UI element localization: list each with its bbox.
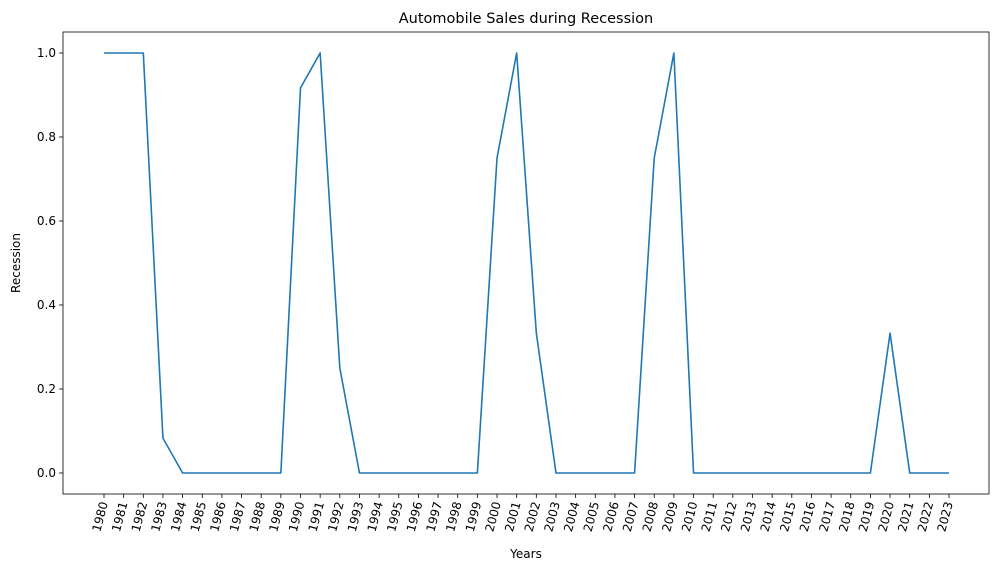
- x-tick-label: 2009: [659, 500, 680, 533]
- x-tick-label: 2023: [934, 500, 955, 533]
- x-tick-label: 2005: [581, 500, 602, 533]
- x-tick-label: 1994: [365, 500, 386, 533]
- x-tick-label: 1981: [109, 500, 130, 533]
- x-tick-label: 1995: [384, 500, 405, 533]
- x-tick-label: 1993: [345, 500, 366, 533]
- x-tick-label: 1980: [89, 500, 110, 533]
- x-tick-label: 2000: [482, 500, 503, 533]
- x-tick-label: 2004: [561, 500, 582, 533]
- x-tick-label: 1982: [129, 500, 150, 533]
- x-tick-label: 2022: [915, 500, 936, 533]
- x-tick-label: 1986: [207, 500, 228, 533]
- x-tick-label: 2003: [541, 500, 562, 533]
- x-tick-label: 2011: [699, 500, 720, 533]
- x-tick-label: 1984: [168, 500, 189, 533]
- x-tick-label: 2017: [817, 500, 838, 533]
- x-tick-label: 1989: [266, 500, 287, 533]
- y-tick-label: 1.0: [37, 46, 56, 60]
- y-tick-label: 0.2: [37, 382, 56, 396]
- x-axis: 1980198119821983198419851986198719881989…: [89, 494, 956, 533]
- x-tick-label: 1983: [148, 500, 169, 533]
- x-tick-label: 2007: [620, 500, 641, 533]
- x-tick-label: 1997: [424, 500, 445, 533]
- series-layer: [104, 52, 949, 474]
- plot-frame: [62, 31, 990, 495]
- x-tick-label: 2015: [777, 500, 798, 533]
- x-tick-label: 2008: [640, 500, 661, 533]
- x-tick-label: 2021: [895, 500, 916, 533]
- x-tick-label: 2014: [758, 500, 779, 533]
- chart-title: Automobile Sales during Recession: [399, 11, 653, 27]
- x-tick-label: 2020: [876, 500, 897, 533]
- x-axis-label: Years: [509, 547, 542, 561]
- x-tick-label: 2019: [856, 500, 877, 533]
- x-tick-label: 2016: [797, 500, 818, 533]
- x-tick-label: 1996: [404, 500, 425, 533]
- x-tick-label: 1987: [227, 500, 248, 533]
- y-tick-label: 0.8: [37, 130, 56, 144]
- x-tick-label: 1992: [325, 500, 346, 533]
- y-axis-label: Recession: [9, 233, 23, 293]
- x-tick-label: 2012: [718, 500, 739, 533]
- x-tick-label: 2006: [600, 500, 621, 533]
- x-tick-label: 2018: [836, 500, 857, 533]
- x-tick-label: 2013: [738, 500, 759, 533]
- x-tick-label: 1988: [247, 500, 268, 533]
- x-tick-label: 1991: [306, 500, 327, 533]
- x-tick-label: 1990: [286, 500, 307, 533]
- x-tick-label: 2010: [679, 500, 700, 533]
- x-tick-label: 1985: [188, 500, 209, 533]
- y-tick-label: 0.6: [37, 214, 56, 228]
- series-line: [104, 52, 949, 474]
- y-tick-label: 0.4: [37, 298, 56, 312]
- x-tick-label: 2001: [502, 500, 523, 533]
- y-tick-label: 0.0: [37, 466, 56, 480]
- x-tick-label: 1998: [443, 500, 464, 533]
- x-tick-label: 2002: [522, 500, 543, 533]
- x-tick-label: 1999: [463, 500, 484, 533]
- y-axis: 0.0 0.2 0.4 0.6 0.8 1.0: [37, 46, 63, 480]
